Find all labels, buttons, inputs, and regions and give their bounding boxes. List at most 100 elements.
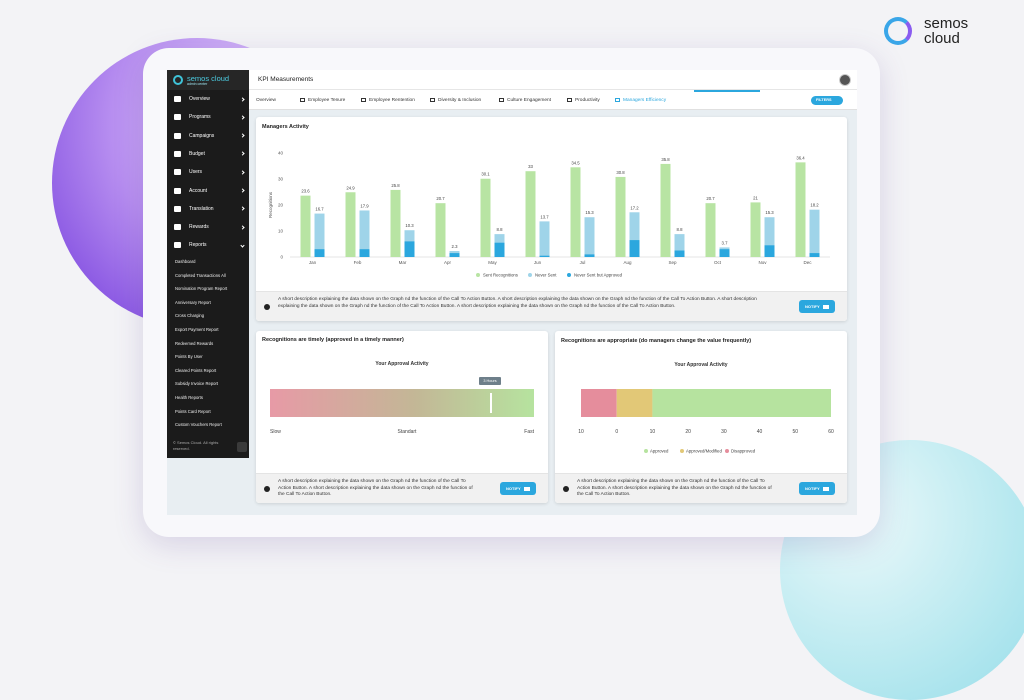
data-label: 35.8 [661,157,670,162]
tab-label: Diversity & Inclusion [438,98,482,103]
page: semos cloud semos cloud admin center © Se… [52,15,1024,700]
notify-button[interactable]: NOTIFY [500,482,536,495]
speed-bar [270,389,534,417]
submenu-item[interactable]: Completed Transactions All [175,272,226,278]
legend-swatch [567,273,571,277]
chart: Recognitions are appropriate (do manager… [561,338,834,454]
tab[interactable]: Overview [256,98,276,103]
chart-subtitle: Your Approval Activity [674,362,727,368]
legend-swatch [476,273,480,277]
card: Recognitions are timely (approved in a t… [256,331,548,503]
bar [570,167,581,257]
tab-label: Productivity [575,98,600,103]
x-tick-label: 50 [793,429,799,435]
menu-item[interactable]: Rewards [167,218,249,236]
submenu-item[interactable]: Dashboard [175,259,196,264]
data-label: 17.9 [360,203,369,208]
menu-icon [174,187,181,194]
bar [314,249,325,257]
tab[interactable]: Managers Efficiency [615,98,666,103]
collapse-button[interactable] [237,442,247,452]
data-label: 13.7 [540,214,549,219]
data-label: 25.8 [391,183,400,188]
tab[interactable]: Productivity [567,98,600,103]
notify-button[interactable]: NOTIFY [799,300,835,313]
x-tick-label: 10 [578,429,584,435]
menu-item[interactable]: Users [167,163,249,181]
data-label: 20.7 [706,196,715,201]
x-tick-label: 40 [757,429,763,435]
submenu-item[interactable]: Cross Charging [175,313,205,319]
brand-logo: semos cloud [924,15,969,47]
x-tick-label: Mar [399,260,407,265]
tab-label: Managers Efficiency [623,98,667,103]
submenu-item[interactable]: Subsidy Invoice Report [175,381,219,387]
tab-icon [430,98,435,102]
submenu-item[interactable]: Cleared Points Report [175,367,217,373]
card: Managers Activity Recognitions 0 10 20 30 40 Ja… [256,117,847,321]
bar [314,213,325,257]
legend-label: Approved [650,449,669,454]
menu-item[interactable]: Budget [167,145,249,163]
filters-button[interactable]: FILTERS [811,96,843,105]
menu-icon [174,150,181,157]
notify-button[interactable]: NOTIFY [799,482,835,495]
chevron [240,224,245,230]
menu-icon [174,114,181,121]
submenu-item[interactable]: Points By User [175,354,203,360]
chevron [240,206,245,211]
page-title: KPI Measurements [258,76,314,83]
chart-title: Recognitions are appropriate (do manager… [561,338,751,344]
chevron [240,243,245,248]
bar [300,195,311,257]
tab-indicator [694,90,760,92]
legend-label: Approved/Modified [686,449,722,454]
tab-icon [615,98,620,102]
tab-icon [300,98,305,102]
tab-icon [361,98,366,102]
submenu-item[interactable]: Points Card Report [175,408,211,414]
x-tick-label: Sep [668,260,677,265]
tab[interactable]: Culture Engagement [499,98,551,103]
submenu-item[interactable]: Anniversary Report [175,299,211,305]
bar [390,189,401,257]
tab[interactable]: Employee Tenure [300,98,345,103]
data-label: 33 [528,164,533,169]
submenu-item[interactable]: Health Reports [175,395,203,400]
data-label: 34.5 [571,160,580,165]
tab-label: Employee Rentention [369,98,415,103]
menu-icon [174,96,181,102]
data-label: 30.1 [481,172,490,177]
data-label: 8.8 [677,227,684,232]
x-tick-label: Aug [623,260,632,265]
submenu-item[interactable]: Export Payment Report [175,327,219,332]
menu-item[interactable]: Campaigns [167,127,249,145]
menu-item[interactable]: Programs [167,108,249,126]
submenu-item[interactable]: Redeemed Rewards [175,340,214,346]
chevron [240,115,245,120]
menu-item[interactable]: Account [167,182,249,200]
sidebar-footer: © Semos Cloud. All rights reserved. [173,440,219,451]
menu-item[interactable]: Overview [167,90,249,108]
card-title: Recognitions are timely (approved in a t… [262,337,404,343]
scale-label: Standart [397,429,417,435]
data-label: 30.8 [616,170,625,175]
legend-label: Sent Recognitions [483,273,518,278]
menu-item[interactable]: Reports [167,236,249,254]
data-label: 15.3 [765,210,774,215]
bar [660,163,671,257]
tab[interactable]: Diversity & Inclusion [430,98,481,103]
menu-item[interactable]: Translation [167,200,249,218]
data-label: 15.3 [585,210,594,215]
card-subtitle: Your Approval Activity [375,361,429,367]
avatar[interactable] [839,74,851,86]
bar [525,171,536,257]
legend-swatch [644,449,648,453]
scale-label: Fast [524,429,534,435]
brand-icon [884,17,912,45]
submenu-item[interactable]: Custom Vouchers Report [175,422,222,428]
submenu-item[interactable]: Nomination Program Report [175,286,228,292]
tab[interactable]: Employee Rentention [361,98,415,103]
tab-bar: FILTERS Overview Employee Tenure Employee … [249,90,857,110]
x-tick-label: 30 [721,429,727,435]
